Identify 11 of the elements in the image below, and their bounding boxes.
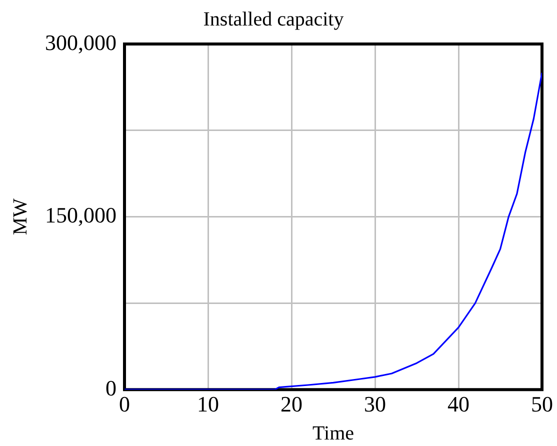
x-tick-label: 30 <box>364 392 386 417</box>
x-tick-label: 50 <box>531 392 553 417</box>
chart-title: Installed capacity <box>203 8 344 30</box>
x-tick-label: 10 <box>197 392 219 417</box>
y-tick-label: 0 <box>106 375 116 400</box>
y-axis-title: MW <box>9 198 32 236</box>
y-tick-label: 300,000 <box>45 30 116 55</box>
x-tick-label: 40 <box>448 392 470 417</box>
y-tick-label: 150,000 <box>45 202 116 228</box>
x-axis-title: Time <box>312 422 354 444</box>
x-tick-label: 20 <box>280 392 302 417</box>
